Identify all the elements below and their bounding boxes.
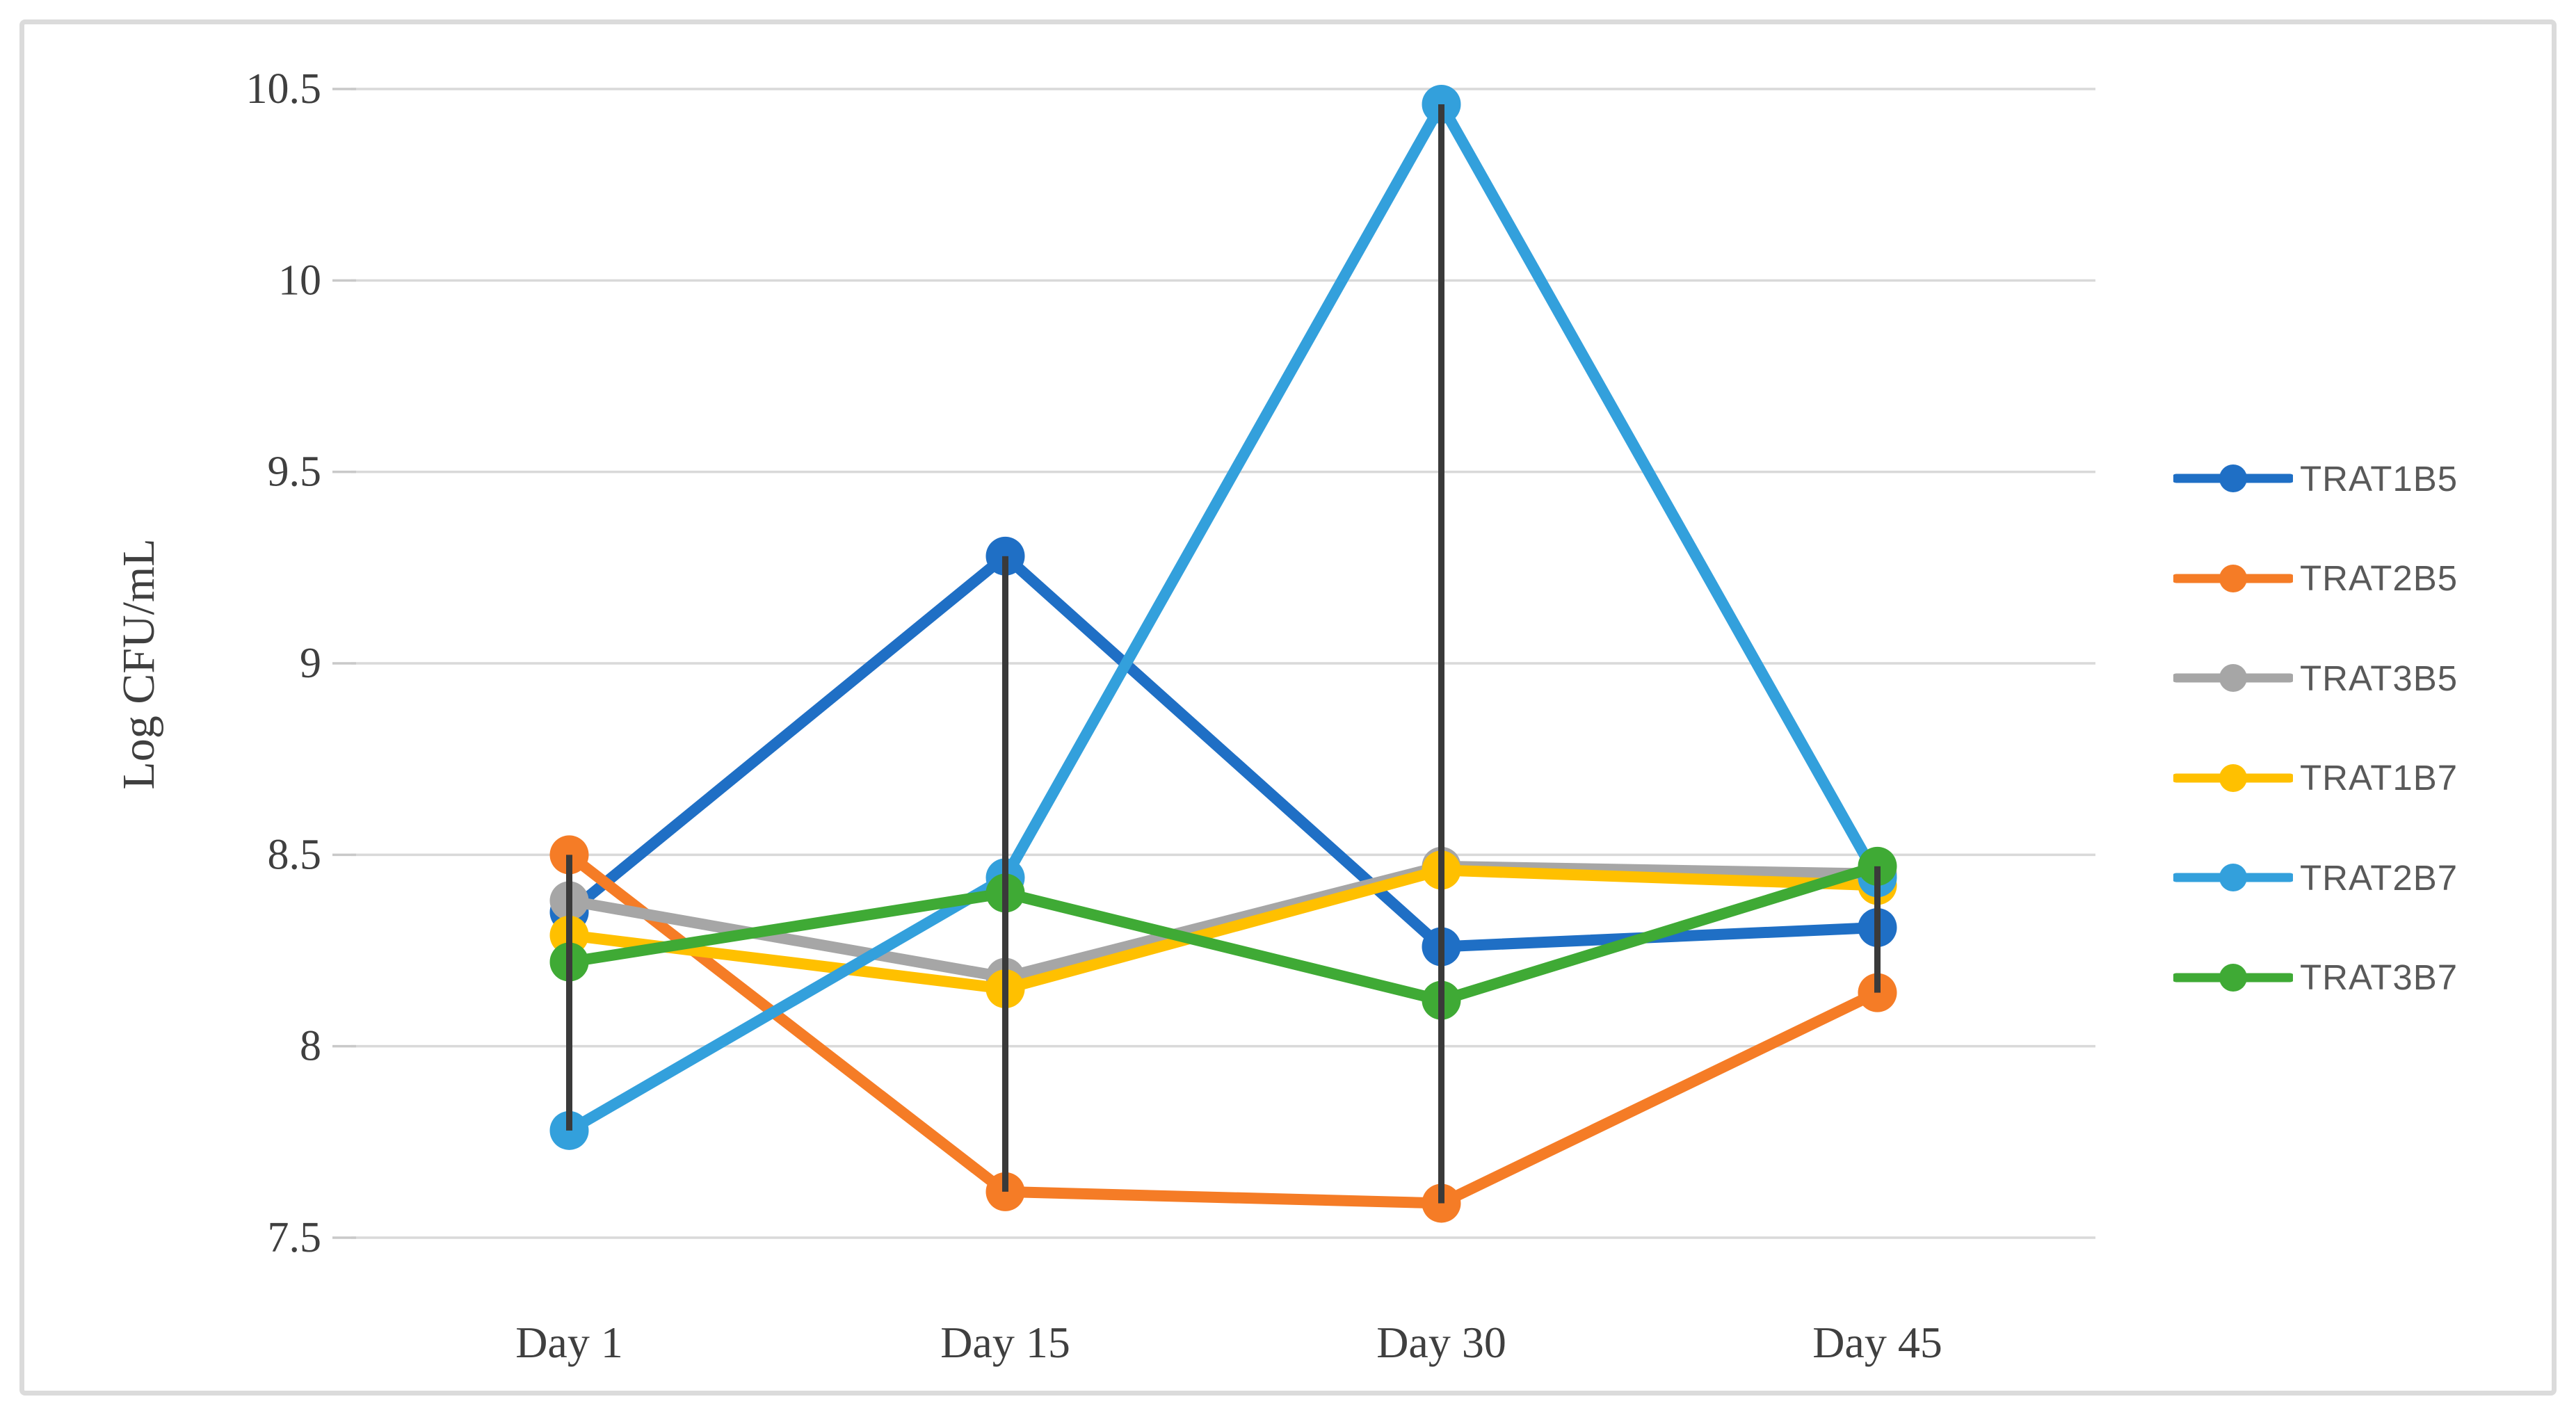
- x-tick-label: Day 30: [1376, 1318, 1506, 1367]
- legend-line-marker-icon: [2173, 664, 2293, 692]
- legend-label: TRAT1B5: [2300, 458, 2458, 499]
- series-line-TRAT3B7: [563, 860, 1883, 1006]
- legend-item-TRAT1B5: TRAT1B5: [2173, 459, 2458, 499]
- y-tick-label: 10.5: [246, 65, 322, 113]
- legend-line-marker-icon: [2173, 464, 2293, 492]
- legend-line-marker-icon: [2173, 763, 2293, 792]
- legend: TRAT1B5 TRAT2B5 TRAT3B5 TRAT1B7 TRAT2B7 TRAT3…: [2173, 0, 2563, 1415]
- figure-border: [19, 19, 2557, 1396]
- legend-item-TRAT3B7: TRAT3B7: [2173, 957, 2458, 997]
- y-tick-label: 8: [300, 1023, 321, 1070]
- x-tick-label: Day 15: [940, 1318, 1070, 1367]
- legend-item-TRAT1B7: TRAT1B7: [2173, 758, 2458, 798]
- series-line-TRAT2B5: [563, 849, 1883, 1209]
- series-line-TRAT2B7: [563, 99, 1883, 1136]
- y-tick-label: 8.5: [268, 831, 322, 878]
- y-tick-label: 9.5: [268, 448, 322, 496]
- y-tick-label: 7.5: [268, 1214, 322, 1261]
- x-tick-label: Day 45: [1812, 1318, 1942, 1367]
- y-tick-label: 9: [300, 640, 321, 687]
- legend-line-marker-icon: [2173, 963, 2293, 992]
- y-tick-label: 10: [278, 257, 321, 304]
- legend-line-marker-icon: [2173, 864, 2293, 891]
- x-tick-label: Day 1: [515, 1318, 623, 1367]
- legend-label: TRAT2B5: [2300, 558, 2458, 598]
- series-line-TRAT1B7: [563, 864, 1883, 995]
- series-line-TRAT3B5: [563, 860, 1883, 983]
- legend-label: TRAT3B7: [2300, 957, 2458, 997]
- legend-item-TRAT3B5: TRAT3B5: [2173, 658, 2458, 698]
- legend-label: TRAT1B7: [2300, 758, 2458, 798]
- series-line-TRAT1B5: [563, 550, 1883, 953]
- legend-line-marker-icon: [2173, 564, 2293, 592]
- legend-label: TRAT3B5: [2300, 658, 2458, 698]
- legend-item-TRAT2B5: TRAT2B5: [2173, 558, 2458, 598]
- legend-label: TRAT2B7: [2300, 857, 2458, 898]
- legend-item-TRAT2B7: TRAT2B7: [2173, 858, 2458, 898]
